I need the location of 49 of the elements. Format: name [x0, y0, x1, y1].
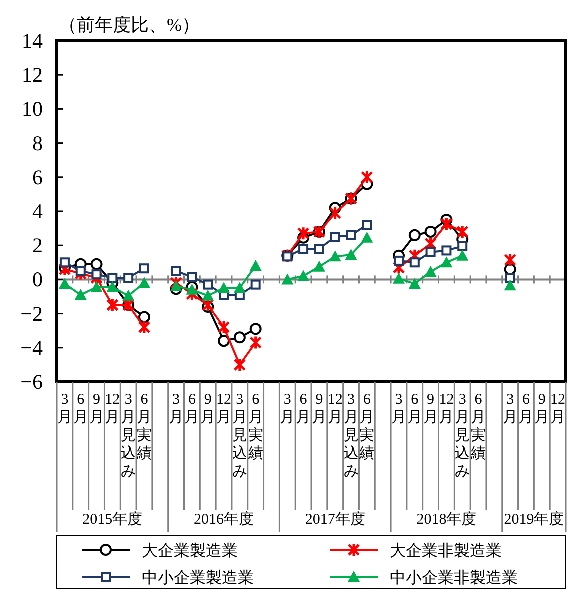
x-tick-label: 3月見込み	[121, 392, 136, 480]
x-tick-label: 12月	[439, 392, 454, 426]
x-tick-label: 6月	[518, 392, 534, 426]
y-axis-title: （前年度比、%）	[59, 15, 200, 35]
y-tick-label: 6	[32, 165, 43, 190]
x-tick-label: 6月	[184, 392, 200, 426]
y-tick-label: −6	[20, 370, 43, 394]
x-tick-label: 6月	[407, 392, 422, 426]
text: 2016年度	[194, 511, 254, 528]
x-tick-label: 3月	[391, 392, 406, 426]
x-tick-label: 12月	[216, 392, 232, 426]
x-tick-label: 3月見込み	[455, 392, 470, 480]
text: 2018年度	[416, 511, 477, 528]
x-tick-label: 6月	[73, 392, 88, 426]
y-tick-label: 10	[22, 97, 43, 122]
text: 2015年度	[82, 511, 143, 528]
y-tick-label: 8	[32, 131, 43, 156]
x-tick-label: 12月	[328, 392, 343, 426]
x-tick-label: 3月見込み	[232, 392, 248, 480]
y-tick-label: 12	[22, 63, 43, 88]
legend-label: 大企業製造業	[142, 542, 238, 560]
y-tick-label: 2	[32, 234, 43, 258]
x-tick-label: 9月	[423, 392, 438, 426]
legend-label: 大企業非製造業	[390, 542, 502, 560]
legend-label: 中小企業非製造業	[390, 569, 518, 587]
x-tick-label: 6月実績	[136, 392, 152, 462]
x-tick-label: 6月実績	[358, 392, 375, 462]
x-tick-label: 9月	[312, 392, 327, 426]
y-tick-label: 14	[22, 29, 44, 53]
x-tick-label: 3月	[168, 392, 184, 426]
x-tick-label: 3月見込み	[344, 392, 359, 480]
x-tick-label: 12月	[105, 392, 120, 426]
x-tick-label: 9月	[200, 392, 216, 426]
text: 2019年度	[504, 511, 564, 528]
x-tick-label: 9月	[89, 392, 104, 426]
y-tick-label: 4	[32, 200, 44, 224]
x-tick-label: 9月	[534, 392, 550, 426]
legend-label: 中小企業製造業	[142, 569, 254, 587]
x-tick-label: 6月	[296, 392, 312, 426]
y-tick-label: 0	[32, 268, 43, 292]
x-tick-label: 6月実績	[247, 392, 264, 462]
x-tick-label: 6月実績	[470, 392, 486, 462]
x-tick-label: 3月	[502, 392, 518, 426]
y-tick-label: −4	[20, 336, 44, 360]
y-tick-label: −2	[20, 302, 43, 326]
text: 2017年度	[305, 511, 366, 528]
x-tick-label: 12月	[550, 392, 566, 426]
x-tick-label: 3月	[57, 392, 72, 426]
x-tick-label: 3月	[280, 392, 296, 426]
